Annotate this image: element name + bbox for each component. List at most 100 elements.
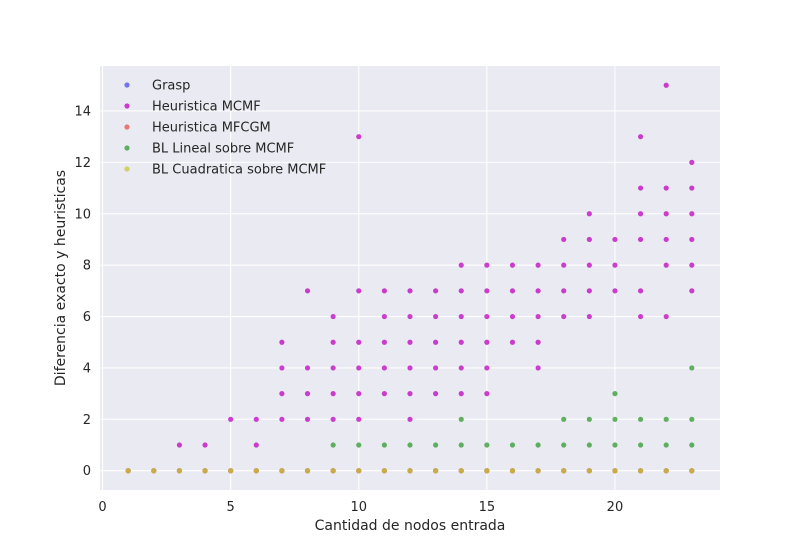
- data-point: [407, 365, 413, 371]
- data-point: [381, 365, 387, 371]
- data-point: [330, 339, 336, 345]
- data-point: [330, 416, 336, 422]
- data-point: [407, 288, 413, 294]
- data-point: [561, 288, 567, 294]
- data-point: [535, 339, 541, 345]
- data-point: [125, 468, 131, 474]
- data-point: [433, 442, 439, 448]
- data-point: [458, 365, 464, 371]
- data-point: [535, 313, 541, 320]
- data-point: [407, 313, 413, 320]
- data-point: [689, 236, 695, 243]
- data-point: [381, 313, 387, 320]
- data-point: [407, 339, 413, 345]
- data-point: [586, 442, 592, 448]
- data-point: [484, 365, 490, 371]
- data-point: [381, 288, 387, 294]
- x-tick-label: 0: [98, 500, 106, 515]
- data-point: [304, 391, 311, 397]
- legend-item: Grasp: [124, 79, 190, 94]
- x-axis-ticks: 0 5 10 15 20: [98, 500, 623, 515]
- data-point: [586, 262, 592, 268]
- data-point: [304, 468, 311, 474]
- data-point: [484, 288, 490, 294]
- data-point: [484, 391, 490, 397]
- data-point: [637, 288, 644, 294]
- data-point: [689, 365, 695, 371]
- data-point: [381, 468, 387, 474]
- data-point: [228, 468, 234, 474]
- legend-label: Grasp: [152, 79, 190, 94]
- data-point: [663, 416, 669, 422]
- y-tick-label: 14: [74, 104, 91, 119]
- data-point: [176, 468, 183, 474]
- data-point: [330, 313, 336, 320]
- series-4: [330, 365, 695, 448]
- data-point: [458, 391, 464, 397]
- y-axis-label: Diferencia exacto y heuristicas: [53, 170, 69, 386]
- data-point: [689, 442, 695, 448]
- data-point: [381, 391, 387, 397]
- legend-label: BL Cuadratica sobre MCMF: [152, 163, 326, 178]
- data-point: [279, 339, 285, 345]
- data-point: [176, 442, 183, 448]
- data-point: [612, 236, 618, 243]
- data-point: [612, 391, 618, 397]
- data-point: [612, 416, 618, 422]
- data-point: [356, 339, 362, 345]
- legend-marker: [124, 166, 130, 172]
- data-point: [279, 391, 285, 397]
- data-point: [433, 468, 439, 474]
- y-tick-label: 6: [83, 310, 91, 325]
- data-point: [484, 313, 490, 320]
- data-point: [304, 416, 311, 422]
- data-point: [509, 442, 516, 448]
- data-point: [689, 416, 695, 422]
- legend-marker: [124, 124, 130, 130]
- data-point: [381, 442, 387, 448]
- data-point: [433, 339, 439, 345]
- x-tick-label: 5: [227, 500, 235, 515]
- series-2: [176, 82, 695, 448]
- data-point: [279, 416, 285, 422]
- data-point: [151, 468, 157, 474]
- data-point: [637, 134, 644, 140]
- data-point: [356, 134, 362, 140]
- data-point: [433, 391, 439, 397]
- data-point: [663, 185, 669, 191]
- y-tick-label: 12: [74, 156, 91, 171]
- data-point: [458, 339, 464, 345]
- data-point: [561, 468, 567, 474]
- data-point: [663, 262, 669, 268]
- series-5: [125, 468, 695, 474]
- x-axis-label: Cantidad de nodos entrada: [315, 518, 506, 534]
- data-point: [458, 262, 464, 268]
- y-tick-label: 10: [74, 207, 91, 222]
- data-point: [484, 442, 490, 448]
- y-tick-label: 0: [83, 464, 91, 479]
- y-tick-label: 8: [83, 259, 91, 274]
- data-point: [535, 468, 541, 474]
- data-point: [509, 288, 516, 294]
- y-tick-label: 4: [83, 361, 91, 376]
- data-point: [637, 416, 644, 422]
- data-point: [561, 416, 567, 422]
- data-point: [381, 339, 387, 345]
- legend: Grasp Heuristica MCMF Heuristica MFCGM BL L…: [124, 79, 326, 178]
- data-point: [356, 468, 362, 474]
- data-point: [304, 288, 311, 294]
- data-point: [612, 442, 618, 448]
- legend-item: BL Cuadratica sobre MCMF: [124, 163, 326, 178]
- data-point: [509, 468, 516, 474]
- data-point: [356, 416, 362, 422]
- data-point: [202, 442, 208, 448]
- data-point: [637, 236, 644, 243]
- data-point: [433, 365, 439, 371]
- data-point: [637, 185, 644, 191]
- data-point: [663, 468, 669, 474]
- data-point: [535, 288, 541, 294]
- data-point: [689, 159, 695, 165]
- data-point: [586, 288, 592, 294]
- data-point: [689, 288, 695, 294]
